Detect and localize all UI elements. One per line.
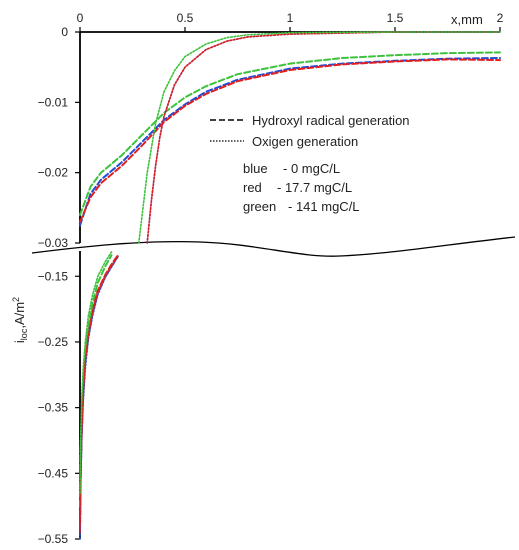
axis-break-line [31,236,516,257]
y-axis-label-main: i [12,340,27,343]
y-tick-label: −0.55 [38,532,69,546]
legend-color-blue-desc: - 0 mgC/L [283,161,340,176]
series-upper-dotted-line [138,31,501,244]
series-lower-dotted-line [79,251,113,494]
legend-color-green: green [243,199,276,214]
series-upper-dashed-line [79,58,501,223]
x-tick-label: 1.5 [387,11,404,25]
y-tick-label: −0.45 [38,466,69,480]
y-tick-label: −0.02 [38,166,69,180]
series-upper-dashed-line [79,51,501,216]
y-tick-label: −0.03 [38,236,69,250]
legend-dashed-label: Hydroxyl radical generation [252,113,410,128]
x-tick-label: 2 [497,11,504,25]
series-lower-dotted-line [79,255,119,540]
y-axis-label-sup: 2 [11,297,21,302]
x-tick-label: 1 [287,11,294,25]
series-upper-dotted-line [146,31,501,244]
y-tick-label: −0.01 [38,95,69,109]
legend: Hydroxyl radical generation Oxigen gener… [210,113,410,214]
y-tick-label: −0.35 [38,401,69,415]
legend-color-red-desc: - 17.7 mgC/L [277,180,352,195]
legend-color-red: red [243,180,262,195]
y-axis-label-tail: ,A/m [12,302,27,329]
legend-color-green-desc: - 141 mgC/L [288,199,360,214]
series-lower-dotted-line [79,255,119,534]
series-lower-dashed-line [79,254,119,527]
series-lower-dashed-line [79,255,119,534]
y-axis-label-sub: loc [19,328,29,340]
y-tick-label: −0.15 [38,269,69,283]
y-tick-label: 0 [61,25,68,39]
x-axis-label: x,mm [451,12,483,27]
legend-color-blue: blue [243,161,268,176]
x-tick-label: 0.5 [177,11,194,25]
y-axis-label: iloc,A/m2 [11,297,29,343]
series-upper-dashed-line [79,57,501,227]
x-tick-label: 0 [77,11,84,25]
y-tick-label: −0.25 [38,335,69,349]
legend-dotted-label: Oxigen generation [252,134,358,149]
